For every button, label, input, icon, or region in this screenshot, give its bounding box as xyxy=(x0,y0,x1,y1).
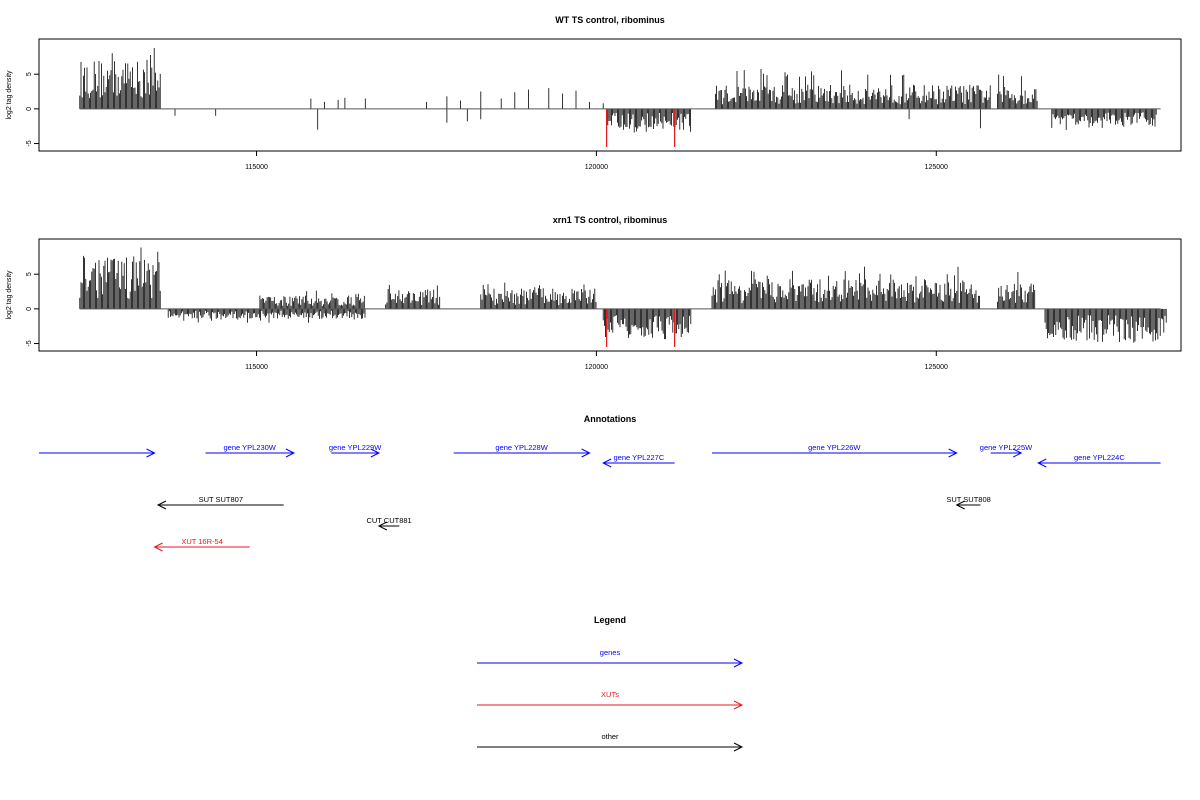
y-tick-label: -5 xyxy=(26,340,33,346)
x-tick-label: 125000 xyxy=(925,364,948,371)
annotation-label: CUT CUT881 xyxy=(366,516,411,525)
y-tick-label: -5 xyxy=(26,140,33,146)
x-tick-label: 125000 xyxy=(925,164,948,171)
wt-panel-title: WT TS control, ribominus xyxy=(555,15,665,25)
wt-bars xyxy=(79,48,1161,147)
annotation-label: XUT 16R-54 xyxy=(181,537,223,546)
annotation-arrow xyxy=(955,500,981,510)
xrn1-panel-title: xrn1 TS control, ribominus xyxy=(553,215,668,225)
annotation-arrow xyxy=(39,448,156,458)
annotation-label: SUT SUT808 xyxy=(946,495,990,504)
annotation-arrow xyxy=(602,458,675,468)
annotation-label: gene YPL225W xyxy=(980,443,1033,452)
annotations-track: Annotations gene YPL230W gene YPL229W gene… xyxy=(39,414,1161,552)
wt-y-axis-label: log2 tag density xyxy=(6,70,13,120)
annotation-arrow xyxy=(453,448,591,458)
y-tick-label: 0 xyxy=(26,307,33,311)
annotation-arrow xyxy=(711,448,958,458)
legend-items: genes XUTs other xyxy=(477,648,744,752)
annotation-arrow xyxy=(156,500,284,510)
annotation-label: gene YPL228W xyxy=(495,443,548,452)
wt-axes: -5 0 5 115000 120000 125000 xyxy=(26,72,948,171)
y-tick-label: 5 xyxy=(26,72,33,76)
xrn1-panel: xrn1 TS control, ribominus -5 0 5 115000 120… xyxy=(6,215,1182,371)
legend-arrow xyxy=(477,658,744,668)
y-tick-label: 0 xyxy=(26,107,33,111)
annotation-label: gene YPL230W xyxy=(223,443,276,452)
legend-arrow xyxy=(477,700,744,710)
x-tick-label: 115000 xyxy=(245,364,268,371)
xrn1-axes: -5 0 5 115000 120000 125000 xyxy=(26,272,948,371)
annotations-title: Annotations xyxy=(584,414,637,424)
legend-label: other xyxy=(601,732,619,741)
annotation-label: gene YPL227C xyxy=(614,453,665,462)
annotation-label: gene YPL224C xyxy=(1074,453,1125,462)
annotation-arrow xyxy=(377,521,400,531)
annotation-label: gene YPL226W xyxy=(808,443,861,452)
xrn1-plot-frame xyxy=(38,238,1182,352)
annotation-arrow xyxy=(205,448,296,458)
annotation-features: gene YPL230W gene YPL229W gene YPL228W gene… xyxy=(39,443,1161,552)
annotation-label: SUT SUT807 xyxy=(199,495,243,504)
legend-label: XUTs xyxy=(601,690,619,699)
annotation-arrow xyxy=(1037,458,1161,468)
annotation-arrow xyxy=(153,542,250,552)
legend-title: Legend xyxy=(594,615,626,625)
xrn1-bars xyxy=(79,247,1167,347)
annotation-arrow xyxy=(331,448,380,458)
legend: Legend genes XUTs other xyxy=(477,615,744,752)
wt-panel: WT TS control, ribominus -5 0 5 115000 12000… xyxy=(6,15,1182,171)
annotation-label: gene YPL229W xyxy=(329,443,382,452)
xrn1-y-axis-label: log2 tag density xyxy=(6,270,13,320)
wt-plot-frame xyxy=(38,38,1182,152)
x-tick-label: 115000 xyxy=(245,164,268,171)
x-tick-label: 120000 xyxy=(585,164,608,171)
x-tick-label: 120000 xyxy=(585,364,608,371)
annotation-arrow xyxy=(990,448,1023,458)
legend-arrow xyxy=(477,742,744,752)
legend-label: genes xyxy=(600,648,621,657)
y-tick-label: 5 xyxy=(26,272,33,276)
